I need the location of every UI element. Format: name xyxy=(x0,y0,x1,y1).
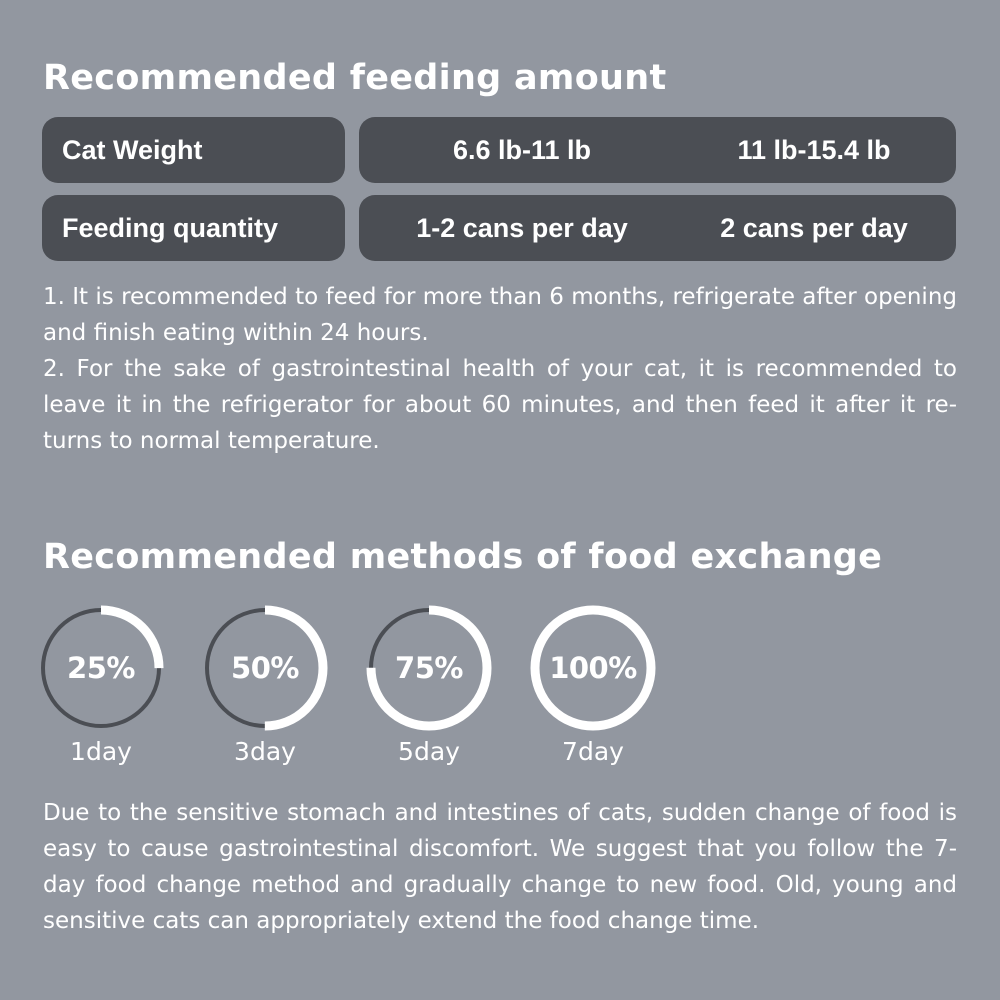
feeding-quantity-label: Feeding quantity xyxy=(42,195,345,261)
ring-percent-label: 50% xyxy=(231,651,299,685)
ring-percent-label: 25% xyxy=(67,651,135,685)
quantity-2: 2 cans per day xyxy=(720,212,908,243)
weight-range-1: 6.6 lb-11 lb xyxy=(452,134,592,165)
feeding-quantity-label-text: Feeding quantity xyxy=(62,212,278,243)
ring-day-label: 7day xyxy=(562,737,624,766)
ring-percent-label: 75% xyxy=(395,651,463,685)
cat-weight-label-text: Cat Weight xyxy=(62,134,203,165)
cat-weight-label: Cat Weight xyxy=(42,117,345,183)
ring-progress-arc xyxy=(38,605,164,731)
exchange-title: Recommended methods of food exchange xyxy=(43,537,883,577)
feeding-note-1: 1. It is recommended to feed for more th… xyxy=(43,284,957,346)
feeding-title: Recommended feeding amount xyxy=(43,58,667,98)
ring-percent-label: 100% xyxy=(549,651,637,685)
progress-ring xyxy=(202,605,328,731)
exchange-description-block: Due to the sensitive stomach and intesti… xyxy=(43,795,957,939)
feeding-note-2: 2. For the sake of gastrointestinal heal… xyxy=(43,356,957,454)
ring-day-label: 3day xyxy=(234,737,296,766)
cat-weight-values: 6.6 lb-11 lb 11 lb-15.4 lb xyxy=(359,117,956,183)
quantity-1: 1-2 cans per day xyxy=(416,212,628,243)
progress-ring xyxy=(530,605,656,731)
ring-progress-arc xyxy=(530,605,656,731)
ring-progress-arc xyxy=(366,605,492,731)
ring-progress-arc xyxy=(202,605,328,731)
weight-range-2: 11 lb-15.4 lb xyxy=(737,134,891,165)
ring-day-label: 5day xyxy=(398,737,460,766)
feeding-notes: 1. It is recommended to feed for more th… xyxy=(43,279,957,459)
ring-day-label: 1day xyxy=(70,737,132,766)
progress-ring xyxy=(38,605,164,731)
feeding-quantity-values: 1-2 cans per day 2 cans per day xyxy=(359,195,956,261)
progress-ring xyxy=(366,605,492,731)
exchange-description: Due to the sensitive stomach and intesti… xyxy=(43,800,957,934)
